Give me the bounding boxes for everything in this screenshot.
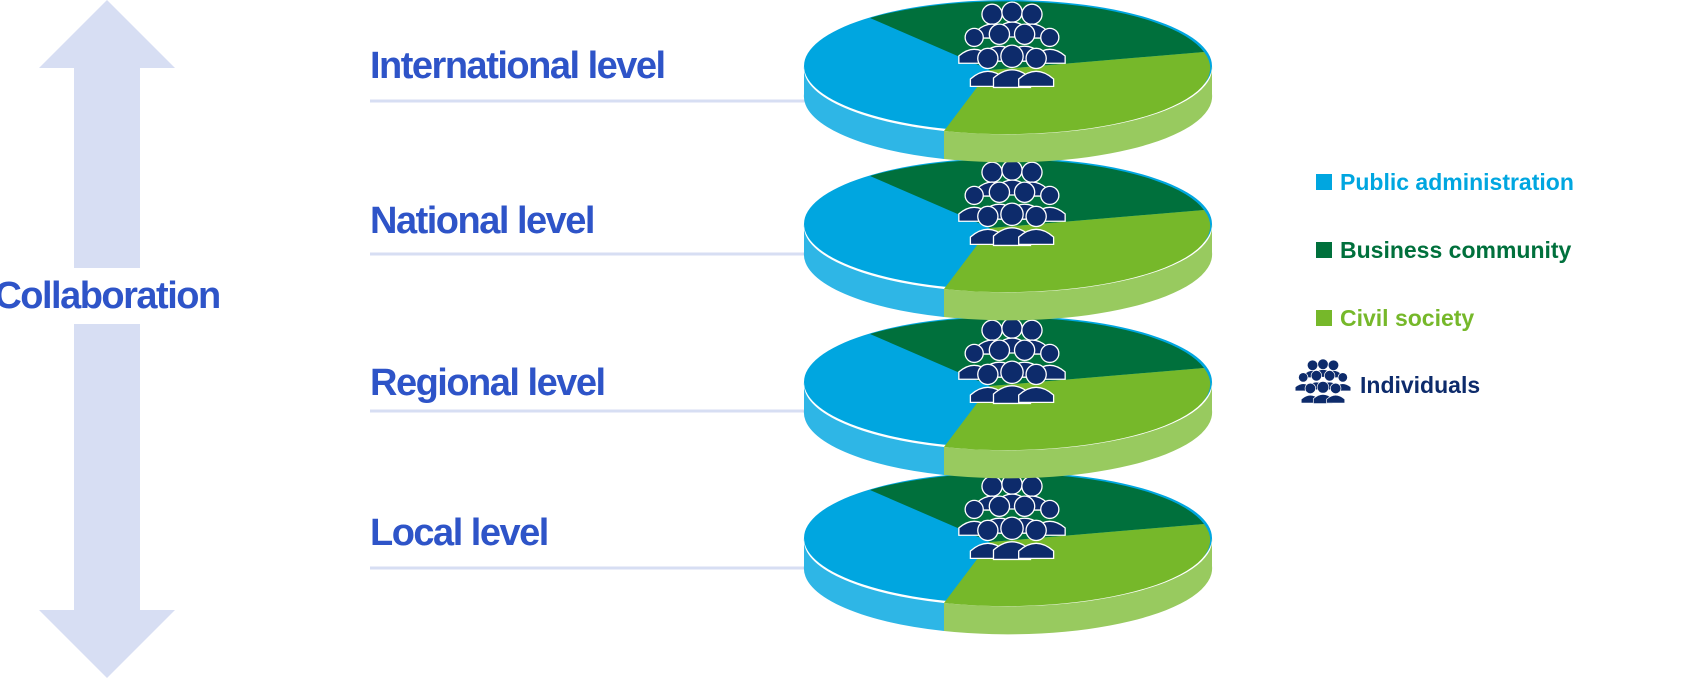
pie-disk bbox=[803, 316, 1213, 479]
legend-label: Civil society bbox=[1340, 305, 1474, 331]
legend-swatch bbox=[1316, 310, 1332, 326]
collaboration-label: Collaboration bbox=[0, 275, 220, 317]
pie-disk bbox=[803, 472, 1213, 635]
legend-label: Individuals bbox=[1360, 372, 1480, 398]
disk-side-civil-society bbox=[944, 538, 1213, 635]
disk-side-public-administration bbox=[803, 382, 944, 475]
disk-side-civil-society bbox=[944, 382, 1213, 479]
disk-side-public-administration bbox=[803, 224, 944, 317]
stacked-pie-disks bbox=[803, 0, 1213, 635]
legend-item: Public administration bbox=[1316, 169, 1574, 195]
pie-disk bbox=[803, 0, 1213, 163]
level-label: International level bbox=[370, 45, 665, 87]
pie-disk bbox=[803, 158, 1213, 321]
legend: Public administration Business community C… bbox=[1294, 169, 1574, 404]
level-label: Regional level bbox=[370, 362, 605, 404]
disk-side-civil-society bbox=[944, 66, 1213, 163]
legend-item: Civil society bbox=[1316, 305, 1474, 331]
disk-side-civil-society bbox=[944, 224, 1213, 321]
legend-label: Business community bbox=[1340, 237, 1572, 263]
levels-layer: International level National level Regiona… bbox=[370, 45, 812, 570]
legend-label: Public administration bbox=[1340, 169, 1574, 195]
legend-swatch bbox=[1316, 242, 1332, 258]
legend-swatch bbox=[1316, 174, 1332, 190]
people-group-icon bbox=[1294, 358, 1352, 404]
legend-item: Business community bbox=[1316, 237, 1572, 263]
disk-side-public-administration bbox=[803, 66, 944, 159]
legend-item: Individuals bbox=[1294, 358, 1480, 404]
level-label: Local level bbox=[370, 512, 548, 554]
level-label: National level bbox=[370, 200, 594, 242]
double-vertical-arrow-icon bbox=[10, 0, 206, 678]
disk-side-public-administration bbox=[803, 538, 944, 631]
